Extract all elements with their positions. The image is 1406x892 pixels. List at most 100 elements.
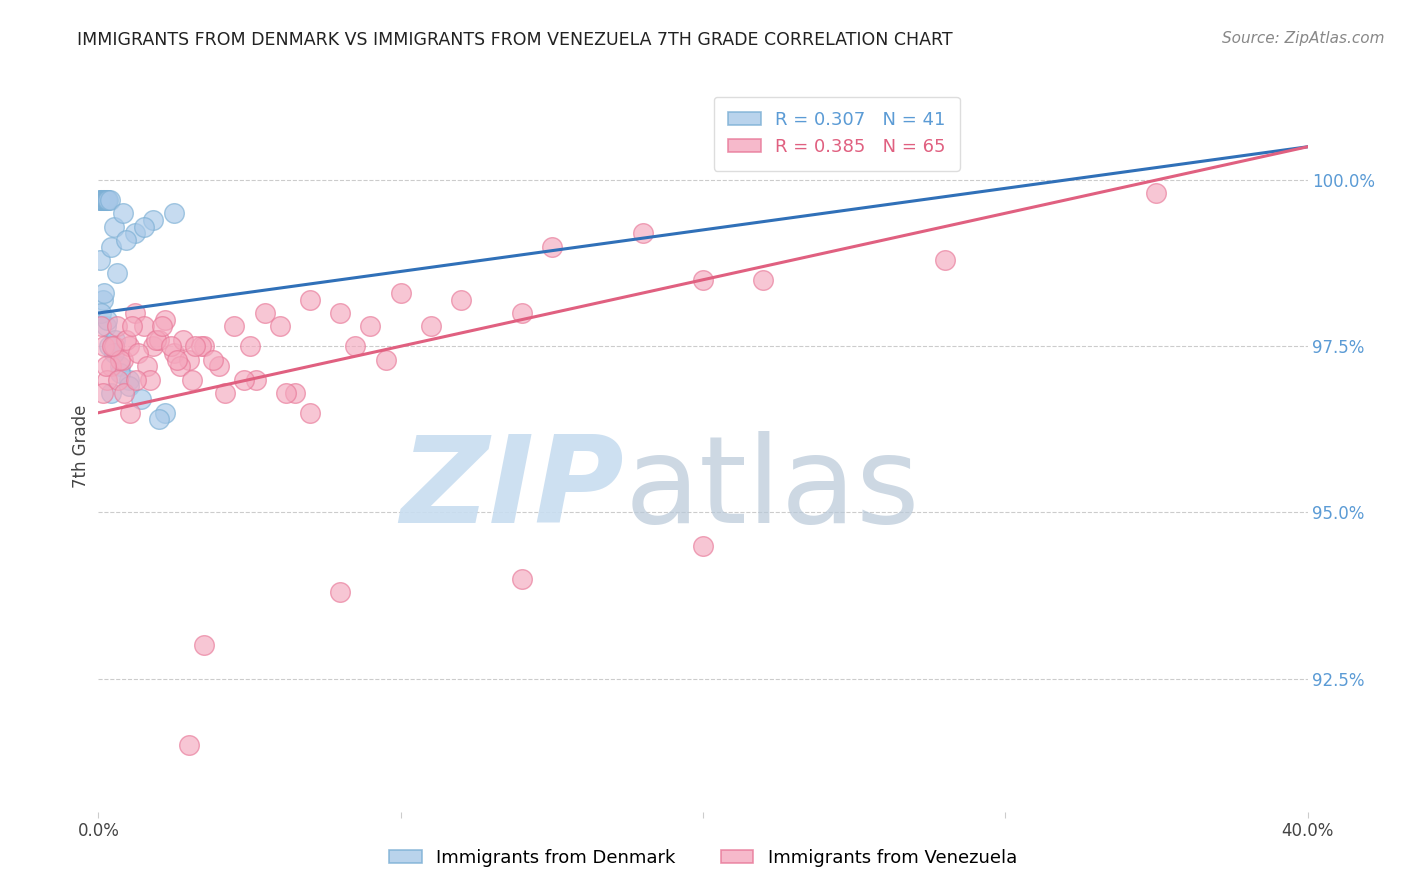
Point (692, 539, 714, 553)
Point (120, 406, 142, 420)
Point (239, 339, 262, 353)
Point (105, 319, 128, 334)
Point (374, 352, 396, 367)
Point (93, 193, 115, 207)
Point (510, 572, 533, 586)
Point (107, 372, 129, 386)
Point (360, 319, 382, 334)
Point (93, 286, 115, 301)
Point (98, 339, 121, 353)
Point (510, 306, 533, 320)
Point (129, 392, 152, 407)
Point (108, 359, 131, 374)
Point (94, 319, 117, 334)
Point (111, 206, 134, 220)
Point (153, 406, 176, 420)
Point (214, 385, 236, 400)
Point (96, 193, 118, 207)
Point (108, 366, 131, 380)
Point (89, 193, 111, 207)
Point (389, 286, 412, 301)
Point (114, 333, 136, 347)
Point (93, 193, 115, 207)
Point (90, 193, 112, 207)
Legend: R = 0.307   N = 41, R = 0.385   N = 65: R = 0.307 N = 41, R = 0.385 N = 65 (714, 96, 960, 170)
Point (114, 233, 136, 247)
Point (190, 339, 212, 353)
Point (100, 359, 122, 374)
Point (142, 213, 165, 227)
Legend: Immigrants from Denmark, Immigrants from Venezuela: Immigrants from Denmark, Immigrants from… (382, 842, 1024, 874)
Point (91, 385, 114, 400)
Point (224, 319, 246, 334)
Point (121, 319, 143, 334)
Point (299, 406, 322, 420)
Point (934, 252, 956, 267)
Point (100, 385, 122, 400)
Point (127, 346, 149, 360)
Point (631, 226, 654, 240)
Point (184, 339, 207, 353)
Point (179, 352, 201, 367)
Point (344, 339, 367, 353)
Point (274, 385, 297, 400)
Point (118, 339, 141, 353)
Point (142, 339, 165, 353)
Point (105, 266, 128, 280)
Point (118, 372, 141, 386)
Point (329, 585, 352, 599)
Point (1146, 186, 1168, 201)
Point (94, 193, 117, 207)
Point (299, 293, 322, 307)
Point (112, 385, 135, 400)
Point (145, 333, 167, 347)
Point (96, 312, 118, 326)
Point (132, 319, 155, 334)
Text: ZIP: ZIP (401, 432, 624, 549)
Point (179, 738, 201, 752)
Point (135, 359, 157, 374)
Point (94, 359, 117, 374)
Point (100, 239, 122, 253)
Point (124, 226, 146, 240)
Point (101, 339, 124, 353)
Point (172, 333, 194, 347)
Point (329, 306, 352, 320)
Point (420, 319, 443, 334)
Point (108, 352, 131, 367)
Point (90, 193, 112, 207)
Point (91, 193, 114, 207)
Point (692, 273, 714, 287)
Point (97, 193, 120, 207)
Point (284, 385, 307, 400)
Point (111, 352, 134, 367)
Point (150, 319, 173, 334)
Point (160, 339, 183, 353)
Point (96, 372, 118, 386)
Point (181, 372, 204, 386)
Point (139, 372, 162, 386)
Point (104, 333, 127, 347)
Point (125, 372, 148, 386)
Point (103, 346, 125, 360)
Y-axis label: 7th Grade: 7th Grade (72, 404, 90, 488)
Point (132, 219, 155, 234)
Point (103, 219, 125, 234)
Point (90, 319, 112, 334)
Point (208, 359, 231, 374)
Point (89, 252, 111, 267)
Point (148, 412, 170, 426)
Point (540, 239, 562, 253)
Text: Source: ZipAtlas.com: Source: ZipAtlas.com (1222, 31, 1385, 46)
Point (91, 193, 114, 207)
Point (193, 639, 215, 653)
Point (752, 273, 775, 287)
Point (153, 312, 176, 326)
Point (202, 352, 225, 367)
Point (193, 339, 215, 353)
Point (232, 372, 254, 386)
Point (148, 333, 170, 347)
Text: IMMIGRANTS FROM DENMARK VS IMMIGRANTS FROM VENEZUELA 7TH GRADE CORRELATION CHART: IMMIGRANTS FROM DENMARK VS IMMIGRANTS FR… (77, 31, 953, 49)
Point (103, 339, 125, 353)
Point (166, 352, 188, 367)
